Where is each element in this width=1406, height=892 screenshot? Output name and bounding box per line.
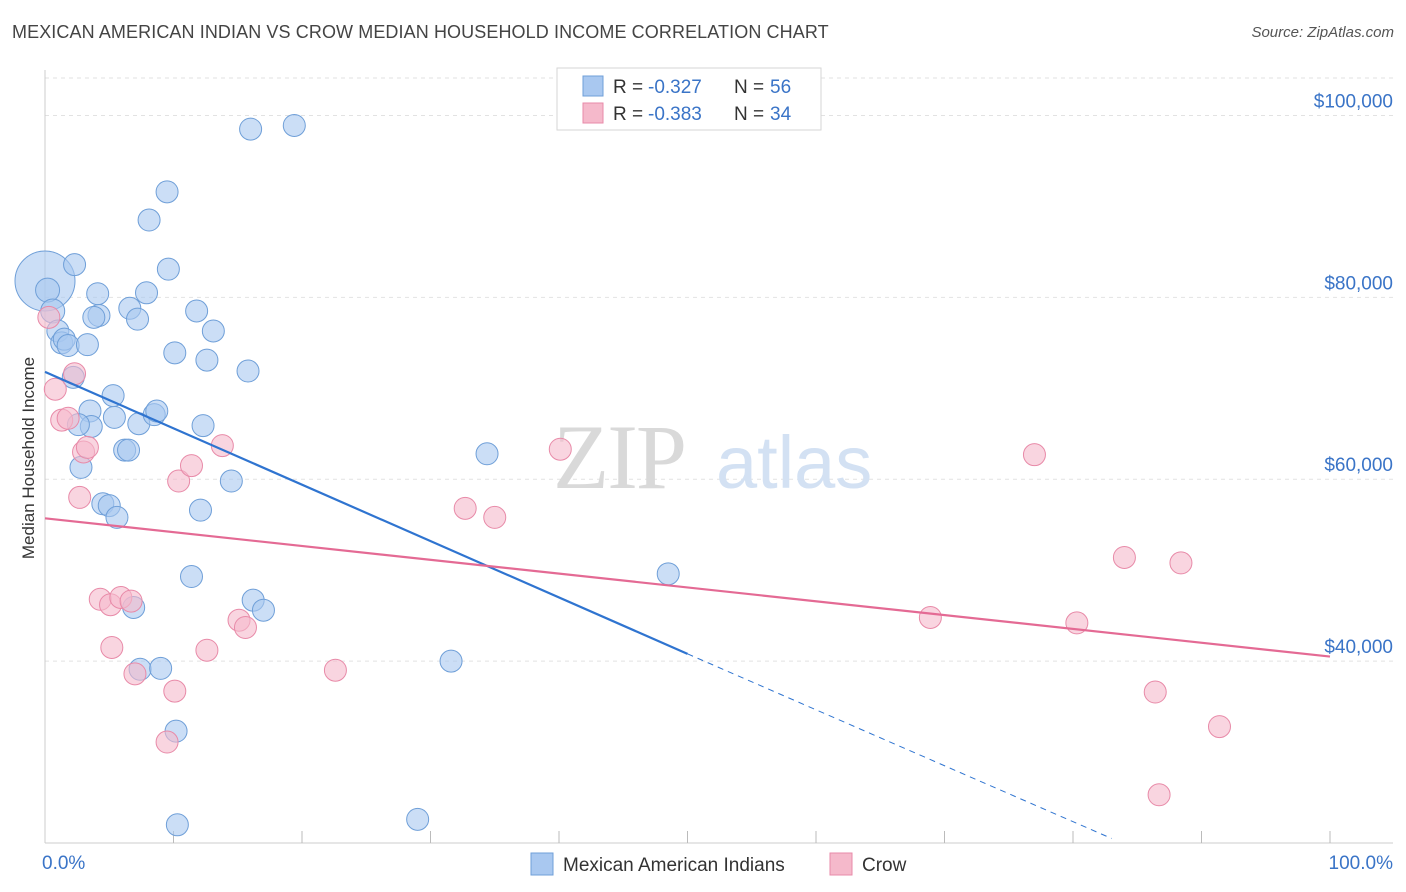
point-mexican	[406, 807, 430, 831]
trend-line-mexican-extension	[687, 653, 1112, 839]
point-mexican	[191, 414, 215, 438]
legend-n-value-1: 56	[770, 77, 791, 98]
watermark-atlas: atlas	[716, 421, 872, 504]
point-crow	[918, 605, 942, 629]
point-crow	[123, 662, 147, 686]
point-crow	[100, 635, 124, 659]
point-mexican	[126, 307, 150, 331]
point-mexican	[188, 498, 212, 522]
legend-stats: R = -0.327 N = 56 R = -0.383 N = 34	[556, 67, 822, 131]
legend-r-label-1: R =	[613, 77, 643, 98]
point-crow	[56, 406, 80, 430]
point-mexican	[149, 656, 173, 680]
legend-r-label-2: R =	[613, 104, 643, 125]
point-crow	[233, 615, 257, 639]
legend-series: Mexican American Indians Crow	[530, 852, 907, 876]
point-crow	[1143, 680, 1167, 704]
point-crow	[1112, 545, 1136, 569]
trend-line-crow	[44, 517, 1331, 658]
legend-swatch-blue	[582, 75, 604, 97]
legend-series-swatch-mexican	[530, 852, 554, 876]
point-mexican	[201, 319, 225, 343]
legend-series-label-crow: Crow	[862, 855, 907, 876]
point-mexican	[475, 442, 499, 466]
point-crow	[43, 377, 67, 401]
x-tick-label-end: 100.0%	[1329, 853, 1394, 874]
point-crow	[323, 658, 347, 682]
point-mexican	[101, 384, 125, 408]
point-mexican	[163, 341, 187, 365]
point-mexican	[137, 208, 161, 232]
point-crow	[68, 485, 92, 509]
chart-source: Source: ZipAtlas.com	[1251, 24, 1394, 41]
y-axis-label: Median Household Income	[19, 357, 38, 559]
point-crow	[119, 589, 143, 613]
point-mexican	[236, 359, 260, 383]
point-mexican	[219, 469, 243, 493]
point-crow	[195, 638, 219, 662]
legend-n-label-2: N =	[734, 104, 764, 125]
point-mexican	[165, 813, 189, 837]
point-mexican	[86, 282, 110, 306]
legend-swatch-pink	[582, 102, 604, 124]
point-mexican	[185, 299, 209, 323]
point-crow	[1147, 783, 1171, 807]
point-mexican	[282, 113, 306, 137]
point-crow	[548, 437, 572, 461]
legend-n-value-2: 34	[770, 104, 792, 125]
point-mexican	[63, 253, 87, 277]
point-mexican	[251, 598, 275, 622]
point-mexican	[56, 334, 80, 358]
point-mexican	[239, 117, 263, 141]
point-mexican	[155, 180, 179, 204]
watermark-zip: ZIP	[553, 406, 685, 508]
point-mexican	[135, 281, 159, 305]
chart-title: MEXICAN AMERICAN INDIAN VS CROW MEDIAN H…	[12, 22, 829, 42]
legend-r-value-2: -0.383	[648, 104, 702, 125]
trend-line-mexican	[44, 370, 688, 655]
point-crow	[453, 496, 477, 520]
point-mexican	[117, 438, 141, 462]
legend-series-swatch-crow	[829, 852, 853, 876]
point-crow	[167, 469, 191, 493]
x-tick-label-start: 0.0%	[42, 853, 85, 874]
point-crow	[37, 305, 61, 329]
point-crow	[155, 730, 179, 754]
point-crow	[1022, 443, 1046, 467]
y-tick-label: $100,000	[1314, 91, 1393, 112]
point-mexican	[75, 333, 99, 357]
point-crow	[179, 454, 203, 478]
point-crow	[1207, 715, 1231, 739]
trend-layer	[44, 370, 1331, 839]
watermark: ZIP atlas	[553, 406, 872, 508]
point-mexican	[656, 562, 680, 586]
point-mexican	[439, 649, 463, 673]
legend-r-value-1: -0.327	[648, 77, 702, 98]
point-crow	[483, 505, 507, 529]
y-tick-label: $80,000	[1324, 273, 1393, 294]
point-mexican	[102, 405, 126, 429]
y-tick-label: $60,000	[1324, 455, 1393, 476]
axis-layer: $100,000 $80,000 $60,000 $40,000 0.0% 100.0%	[42, 70, 1393, 874]
point-mexican	[179, 565, 203, 589]
points-layer	[14, 113, 1231, 837]
legend-n-label-1: N =	[734, 77, 764, 98]
point-crow	[75, 435, 99, 459]
point-mexican	[195, 348, 219, 372]
point-mexican	[105, 505, 129, 529]
point-mexican	[156, 257, 180, 281]
y-tick-label: $40,000	[1324, 637, 1393, 658]
point-crow	[1169, 551, 1193, 575]
legend-series-label-mexican: Mexican American Indians	[563, 855, 785, 876]
point-crow	[163, 679, 187, 703]
point-mexican	[82, 305, 106, 329]
point-mexican	[35, 277, 61, 303]
